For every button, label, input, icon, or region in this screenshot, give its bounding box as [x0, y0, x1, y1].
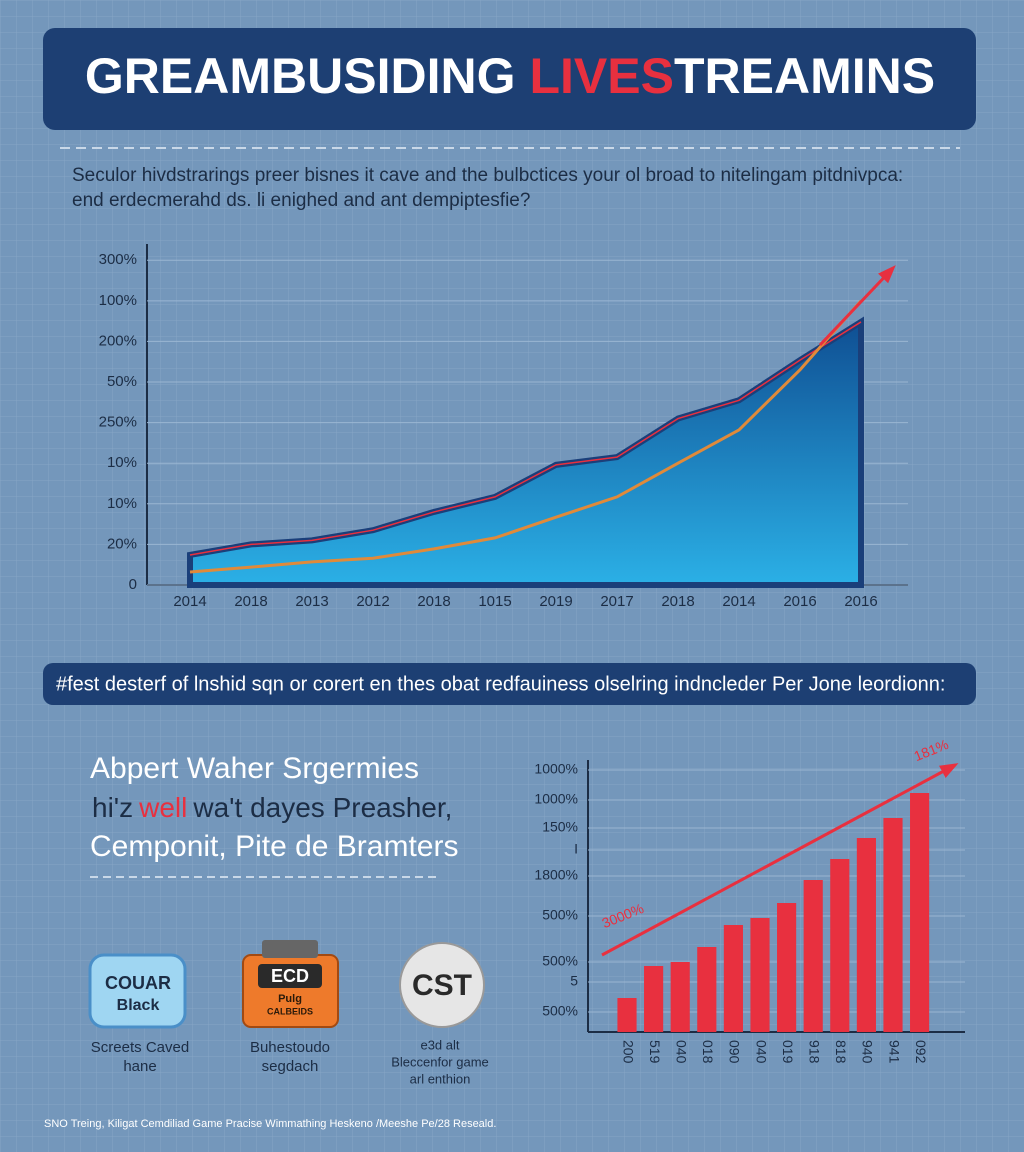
badge	[88, 953, 187, 1029]
bar	[777, 903, 797, 1032]
title-highlight: LIVES	[529, 48, 673, 104]
x-tick-label: 2014	[722, 593, 755, 610]
banner	[43, 663, 976, 705]
x-tick-label: 2019	[539, 593, 572, 610]
feature-part: hi'z	[92, 792, 133, 823]
badge-caption: segdach	[262, 1058, 319, 1075]
bar	[670, 962, 690, 1032]
trend-arrow	[818, 266, 895, 347]
x-tick-label: 2012	[356, 593, 389, 610]
title-part: GREAMBUSIDING	[85, 48, 516, 104]
badge-label: Pulg	[278, 993, 302, 1005]
y-tick-label: 500%	[542, 907, 578, 923]
badge-caption: Screets Caved	[91, 1039, 189, 1056]
bar	[697, 947, 717, 1032]
x-tick-label: 090	[727, 1040, 743, 1064]
y-tick-label: 1000%	[534, 761, 578, 777]
bar	[723, 925, 743, 1032]
line	[189, 299, 863, 574]
y-tick-label: 200%	[99, 332, 137, 349]
y-tick-label: I	[574, 841, 578, 857]
y-tick-label: 500%	[542, 1003, 578, 1019]
title-box	[43, 28, 976, 130]
x-tick-label: 2018	[661, 593, 694, 610]
y-tick-label: 50%	[107, 373, 137, 390]
badge-caption: hane	[123, 1058, 156, 1075]
badge-top	[262, 940, 318, 958]
badge-label: CALBEIDS	[267, 1006, 313, 1016]
y-tick-label: 10%	[107, 454, 137, 471]
x-tick-label: 918	[806, 1040, 822, 1064]
bar	[856, 838, 876, 1032]
x-tick-label: 2016	[844, 593, 877, 610]
x-tick-label: 018	[700, 1040, 716, 1064]
intro-text: Seculor hivdstrarings preer bisnes it ca…	[72, 165, 903, 186]
x-tick-label: 818	[833, 1040, 849, 1064]
x-tick-label: 2018	[234, 593, 267, 610]
x-tick-label: 1015	[478, 593, 511, 610]
x-tick-label: 940	[860, 1040, 876, 1064]
y-tick-label: 0	[129, 576, 137, 593]
x-tick-label: 2014	[173, 593, 206, 610]
title: GREAMBUSIDING LIVESTREAMINS	[85, 48, 935, 104]
x-tick-label: 2018	[417, 593, 450, 610]
x-tick-label: 019	[780, 1040, 796, 1064]
bar	[910, 793, 930, 1032]
trend-arrow	[601, 763, 956, 957]
y-tick-label: 300%	[99, 251, 137, 268]
arrow-head	[939, 763, 959, 778]
feature-part: wa't dayes Preasher,	[192, 792, 452, 823]
bar	[644, 966, 664, 1032]
badge-label: ECD	[271, 966, 309, 986]
y-tick-label: 1800%	[534, 867, 578, 883]
badge-caption: e3d alt	[420, 1037, 459, 1052]
footer: SNO Treing, Kiligat Cemdiliad Game Praci…	[44, 1118, 496, 1130]
badge-caption: arl enthion	[410, 1071, 471, 1086]
bar-chart: 500% 5 500% 500% 1800% I 150% 1000% 1000% 200 519 0…	[534, 760, 965, 1064]
y-tick-label: 1000%	[534, 791, 578, 807]
x-tick-label: 040	[673, 1040, 689, 1064]
intro-text: end erdecmerahd ds. li enighed and ant d…	[72, 190, 530, 211]
bar	[803, 880, 823, 1032]
badge-caption: Buhestoudo	[250, 1039, 330, 1056]
bar	[617, 998, 637, 1032]
x-tick-label: 200	[620, 1040, 636, 1064]
feature-heading: Cemponit, Pite de Bramters	[90, 830, 458, 863]
x-tick-label: 2016	[783, 593, 816, 610]
x-tick-label: 941	[886, 1040, 902, 1064]
feature-heading: hi'z well wa't dayes Preasher,	[92, 792, 452, 823]
bar	[830, 859, 850, 1032]
banner-text: #fest desterf of lnshid sqn or corert en…	[56, 673, 945, 695]
badge-caption: Bleccenfor game	[391, 1054, 489, 1069]
area-edge	[189, 321, 862, 556]
badge-label: CST	[412, 969, 472, 1002]
y-tick-label: 100%	[99, 292, 137, 309]
badge-label: COUAR	[105, 973, 171, 993]
title-part: TREAMINS	[674, 48, 935, 104]
x-tick-label: 2013	[295, 593, 328, 610]
x-tick-label: 519	[647, 1040, 663, 1064]
bar	[750, 918, 770, 1032]
badge	[399, 942, 485, 1028]
y-tick-label: 20%	[107, 535, 137, 552]
area-chart: 0 20% 10% 10% 250% 50% 200% 100% 300% 2014 2018 201…	[99, 244, 908, 610]
badge-plate	[258, 964, 322, 988]
feature-highlight: well	[138, 792, 187, 823]
y-tick-label: 5	[570, 973, 578, 989]
badge-label: Black	[117, 997, 160, 1014]
x-tick-label: 2017	[600, 593, 633, 610]
feature-heading: Abpert Waher Srgermies	[90, 752, 419, 785]
y-tick-label: 150%	[542, 819, 578, 835]
y-tick-label: 10%	[107, 495, 137, 512]
x-tick-label: 092	[913, 1040, 929, 1064]
y-tick-label: 250%	[99, 414, 137, 431]
x-tick-label: 040	[753, 1040, 769, 1064]
bar	[883, 818, 903, 1032]
y-tick-label: 500%	[542, 953, 578, 969]
arrow-head	[878, 265, 896, 284]
